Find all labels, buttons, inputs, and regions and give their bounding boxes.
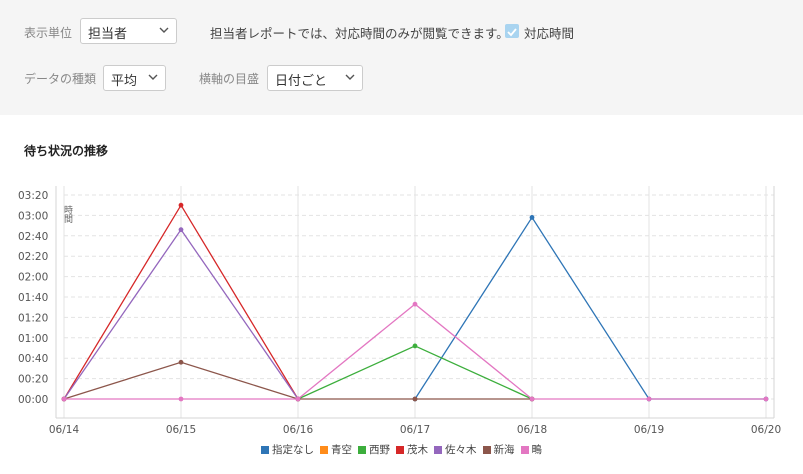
unit-select[interactable]: 担当者 xyxy=(80,18,177,44)
y-tick-label: 02:20 xyxy=(18,251,48,263)
y-unit-label: 時間 xyxy=(62,205,73,224)
unit-select-value: 担当者 xyxy=(88,27,128,42)
y-tick-label: 03:00 xyxy=(18,210,48,222)
data-point xyxy=(178,396,184,402)
data-point xyxy=(178,359,184,365)
data-point xyxy=(529,215,535,220)
x-tick-label: 06/19 xyxy=(634,424,664,436)
data-point xyxy=(178,202,184,208)
legend-label: 新海 xyxy=(493,444,515,456)
chevron-down-icon xyxy=(148,74,158,80)
datatype-select[interactable]: 平均 xyxy=(103,65,166,91)
datatype-label: データの種類 xyxy=(24,72,97,86)
data-point xyxy=(763,396,769,402)
y-tick-label: 01:40 xyxy=(18,292,48,304)
y-tick-label: 01:00 xyxy=(18,333,48,345)
chevron-down-icon xyxy=(159,27,169,33)
legend-label: 茂木 xyxy=(407,444,428,456)
y-tick-label: 00:40 xyxy=(18,353,48,365)
legend-item[interactable]: 西野 xyxy=(358,442,390,457)
data-point xyxy=(295,396,301,402)
legend-item[interactable]: 指定なし xyxy=(261,442,314,457)
y-tick-label: 00:00 xyxy=(18,394,48,406)
response-time-checkbox[interactable] xyxy=(505,24,519,38)
series-line xyxy=(414,216,766,400)
legend-item[interactable]: 新海 xyxy=(482,442,515,457)
legend-label: 青空 xyxy=(331,444,352,456)
data-point xyxy=(412,343,418,349)
legend-item[interactable]: 茂木 xyxy=(396,442,428,457)
x-tick-label: 06/18 xyxy=(517,424,547,436)
data-point xyxy=(178,227,184,233)
x-tick-label: 06/14 xyxy=(49,424,80,436)
data-point xyxy=(646,396,652,402)
axis-scale-label: 横軸の目盛 xyxy=(199,72,260,86)
y-tick-label: 02:00 xyxy=(18,272,48,284)
x-tick-label: 06/15 xyxy=(166,424,196,436)
filter-panel: 表示単位 担当者 担当者レポートでは、対応時間のみが閲覧できます。 対応時間 デ… xyxy=(0,0,803,115)
legend-label: 西野 xyxy=(369,444,390,456)
legend-swatch xyxy=(358,446,366,454)
response-time-label: 対応時間 xyxy=(524,26,575,41)
legend-label: 指定なし xyxy=(272,444,314,456)
legend-swatch xyxy=(520,446,529,454)
x-tick-label: 06/16 xyxy=(283,424,314,436)
check-icon xyxy=(507,28,517,37)
y-tick-label: 02:40 xyxy=(18,231,48,243)
data-point xyxy=(412,301,418,307)
chart-legend: 指定なし 青空 西野 茂木 佐々木 新海 鴫 xyxy=(0,442,803,457)
legend-item[interactable]: 鴫 xyxy=(520,442,543,457)
axis-scale-select[interactable]: 日付ごと xyxy=(267,65,363,91)
y-tick-label: 01:20 xyxy=(18,312,48,324)
x-tick-label: 06/20 xyxy=(751,424,781,436)
line-chart: 00:00 00:20 00:40 01:00 01:20 01:40 02:00 02:20… xyxy=(18,186,781,436)
data-point xyxy=(61,396,67,402)
data-point xyxy=(412,396,418,402)
legend-swatch xyxy=(434,446,442,454)
legend-label: 佐々木 xyxy=(445,444,477,456)
legend-swatch xyxy=(396,446,404,454)
report-note: 担当者レポートでは、対応時間のみが閲覧できます。 xyxy=(210,26,509,41)
legend-label: 鴫 xyxy=(531,444,543,456)
legend-swatch xyxy=(482,446,491,454)
data-point xyxy=(529,396,535,402)
legend-item[interactable]: 佐々木 xyxy=(434,442,477,457)
y-tick-label: 00:20 xyxy=(18,374,48,386)
axis-scale-select-value: 日付ごと xyxy=(275,74,328,89)
legend-swatch xyxy=(320,446,328,454)
chevron-down-icon xyxy=(345,74,355,80)
x-tick-label: 06/17 xyxy=(400,424,430,436)
legend-item[interactable]: 青空 xyxy=(320,442,352,457)
unit-label: 表示単位 xyxy=(24,26,73,40)
chart-title: 待ち状況の推移 xyxy=(24,144,109,158)
datatype-select-value: 平均 xyxy=(111,74,138,89)
y-tick-label: 03:20 xyxy=(18,190,48,202)
legend-swatch xyxy=(261,446,269,454)
